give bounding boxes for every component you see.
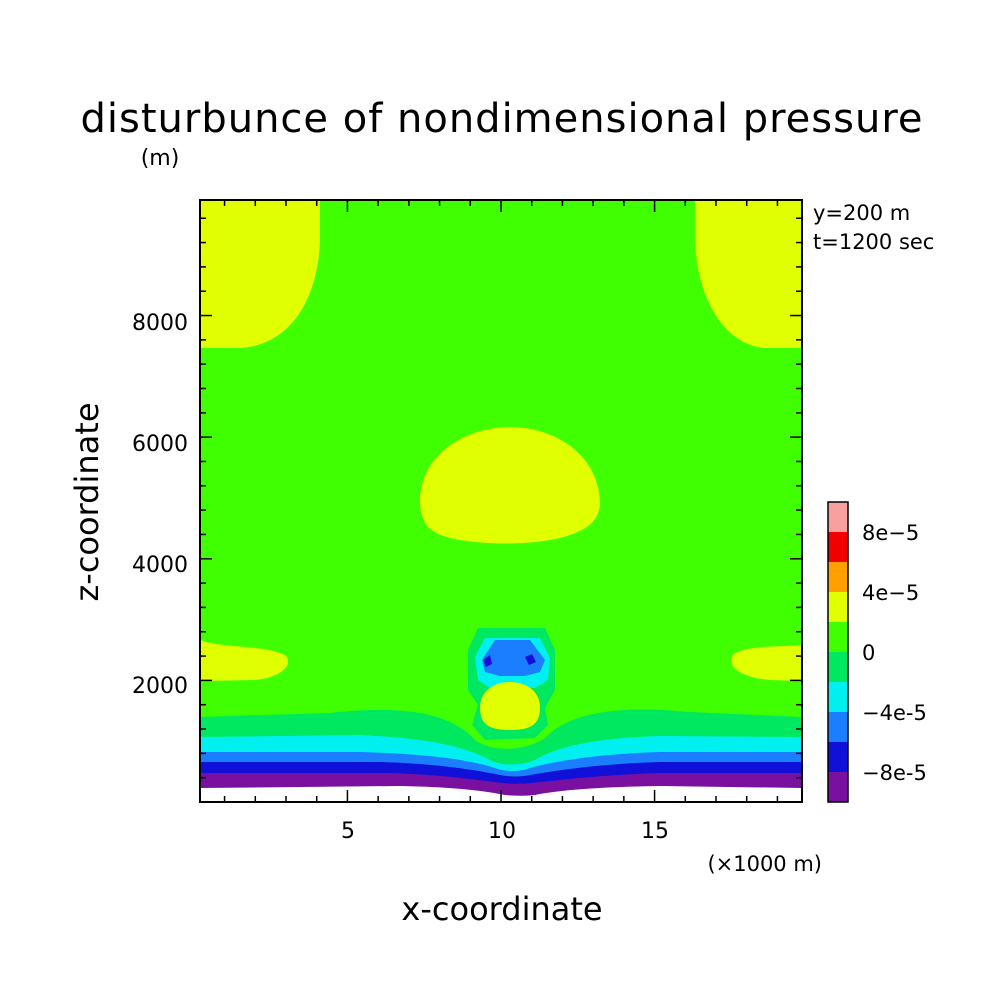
contour-region-center-dark-blue-left <box>483 655 492 667</box>
y-tick-label-8000: 8000 <box>132 311 188 336</box>
x-tick-label-10: 10 <box>488 819 516 844</box>
contour-band-white <box>200 786 802 802</box>
colorbar-swatch <box>828 652 848 682</box>
contour-region-top-right <box>695 200 802 348</box>
colorbar-swatch <box>828 532 848 562</box>
colorbar-swatch <box>828 772 848 802</box>
y-tick-label-2000: 2000 <box>132 674 188 699</box>
contour-region-center-dark-blue-right <box>525 654 536 665</box>
unit-label: (m) <box>141 146 180 171</box>
x-axis-label: x-coordinate <box>401 890 602 928</box>
x-unit-label: (×1000 m) <box>707 852 822 876</box>
colorbar-frame <box>827 501 849 803</box>
x-tick-label-15: 15 <box>641 819 669 844</box>
contour-region-top-left <box>200 200 320 348</box>
colorbar-tick-label: 0 <box>862 641 875 665</box>
axis-ticks <box>200 200 802 802</box>
colorbar-swatch <box>828 502 848 532</box>
contour-region-left-lobe <box>200 640 289 681</box>
contour-region-center-yellow-bubble <box>480 682 540 730</box>
colorbar-tick-label: −8e-5 <box>862 761 927 785</box>
contour-plot-area <box>199 199 803 803</box>
contour-region-right-lobe <box>731 645 802 681</box>
colorbar-tick-label: −4e-5 <box>862 701 927 725</box>
chart-title: disturbunce of nondimensional pressure <box>81 96 924 142</box>
colorbar-swatch <box>828 742 848 772</box>
colorbar-swatch <box>828 682 848 712</box>
contour-region-center-dome <box>420 427 600 544</box>
y-tick-label-4000: 4000 <box>132 553 188 578</box>
x-tick-label-5: 5 <box>341 819 355 844</box>
contour-region-center-blue <box>482 640 545 676</box>
colorbar: −8e-5 −4e-5 0 4e−5 8e−5 <box>827 501 927 803</box>
y-axis-label: z-coordinate <box>68 402 106 601</box>
colorbar-swatch <box>828 562 848 592</box>
annotation-t: t=1200 sec <box>813 230 934 254</box>
annotation-y: y=200 m <box>813 201 910 225</box>
colorbar-swatch <box>828 592 848 622</box>
colorbar-tick-label: 4e−5 <box>862 581 919 605</box>
colorbar-swatch <box>828 712 848 742</box>
colorbar-tick-label: 8e−5 <box>862 521 919 545</box>
y-tick-label-6000: 6000 <box>132 432 188 457</box>
colorbar-swatch <box>828 622 848 652</box>
